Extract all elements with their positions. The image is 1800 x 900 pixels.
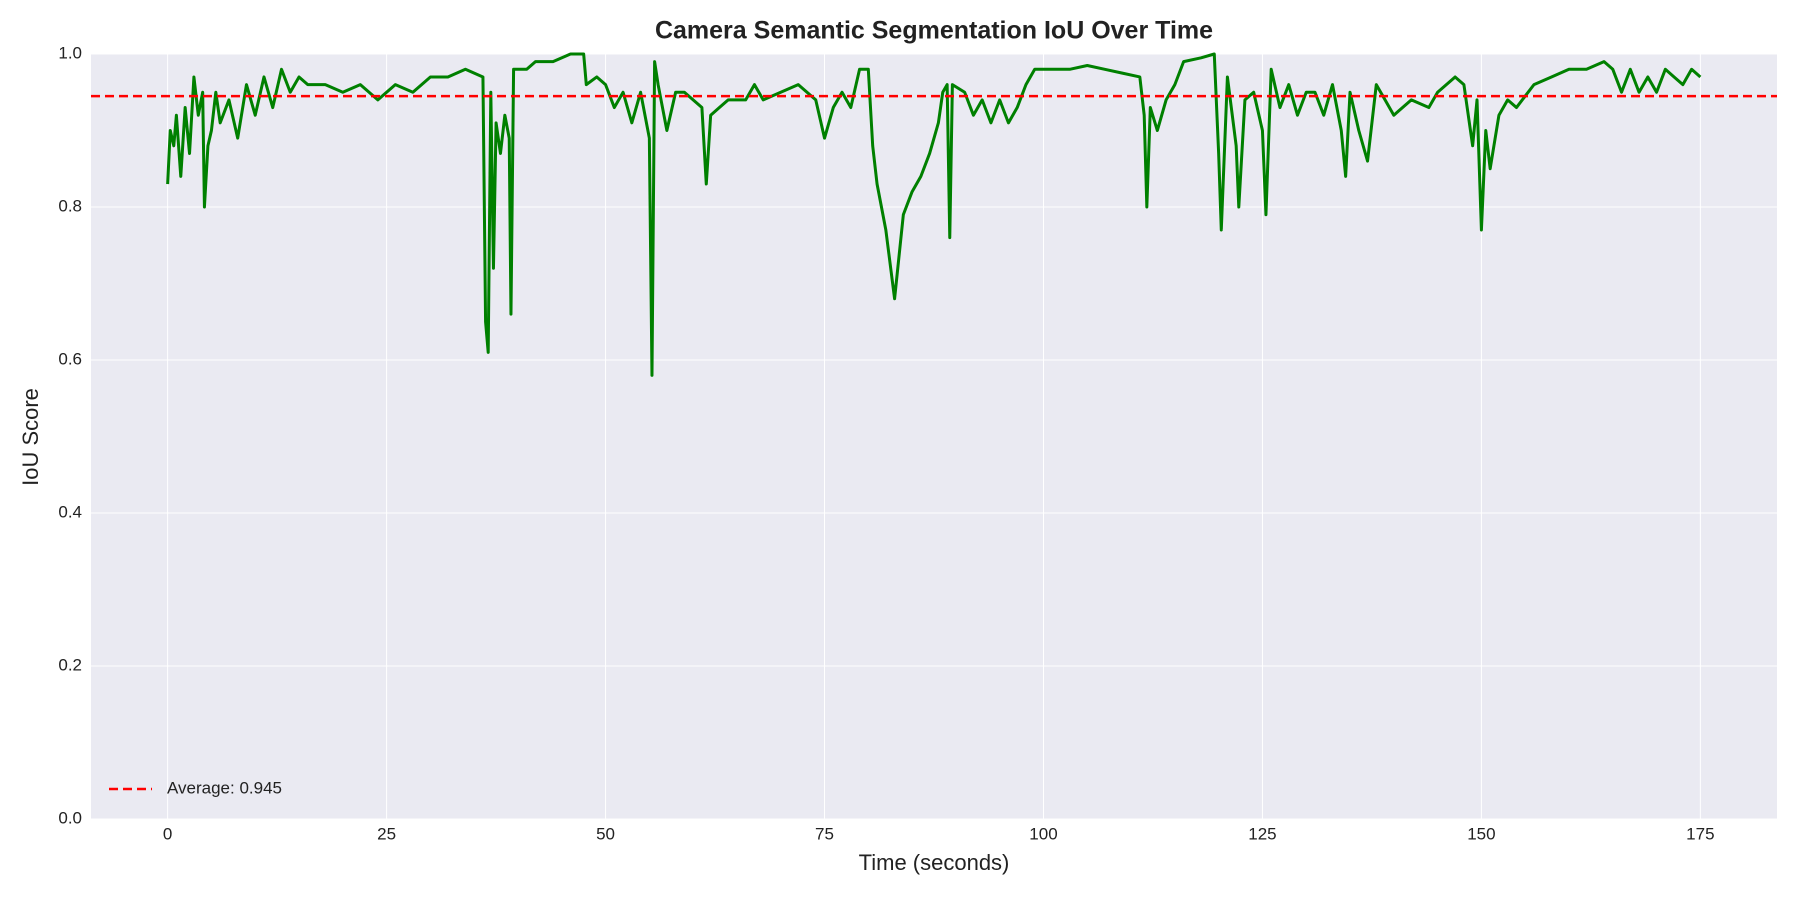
y-tick-label: 0.0 (58, 808, 82, 827)
y-tick-label: 0.2 (58, 655, 82, 674)
y-tick-label: 0.6 (58, 349, 82, 368)
x-tick-label: 75 (815, 824, 834, 843)
x-tick-label: 100 (1029, 824, 1057, 843)
x-tick-label: 50 (596, 824, 615, 843)
x-tick-label: 150 (1467, 824, 1495, 843)
y-tick-label: 0.4 (58, 502, 82, 521)
x-tick-label: 0 (163, 824, 172, 843)
plot-area (91, 54, 1777, 819)
legend-label: Average: 0.945 (167, 778, 282, 797)
y-tick-label: 1.0 (58, 43, 82, 62)
x-tick-label: 175 (1686, 824, 1714, 843)
x-axis-label: Time (seconds) (859, 850, 1010, 875)
y-tick-label: 0.8 (58, 196, 82, 215)
x-tick-label: 125 (1248, 824, 1276, 843)
y-axis-label: IoU Score (18, 388, 43, 486)
data-line (166, 52, 1702, 377)
chart-title: Camera Semantic Segmentation IoU Over Ti… (655, 17, 1213, 45)
x-tick-label: 25 (377, 824, 396, 843)
